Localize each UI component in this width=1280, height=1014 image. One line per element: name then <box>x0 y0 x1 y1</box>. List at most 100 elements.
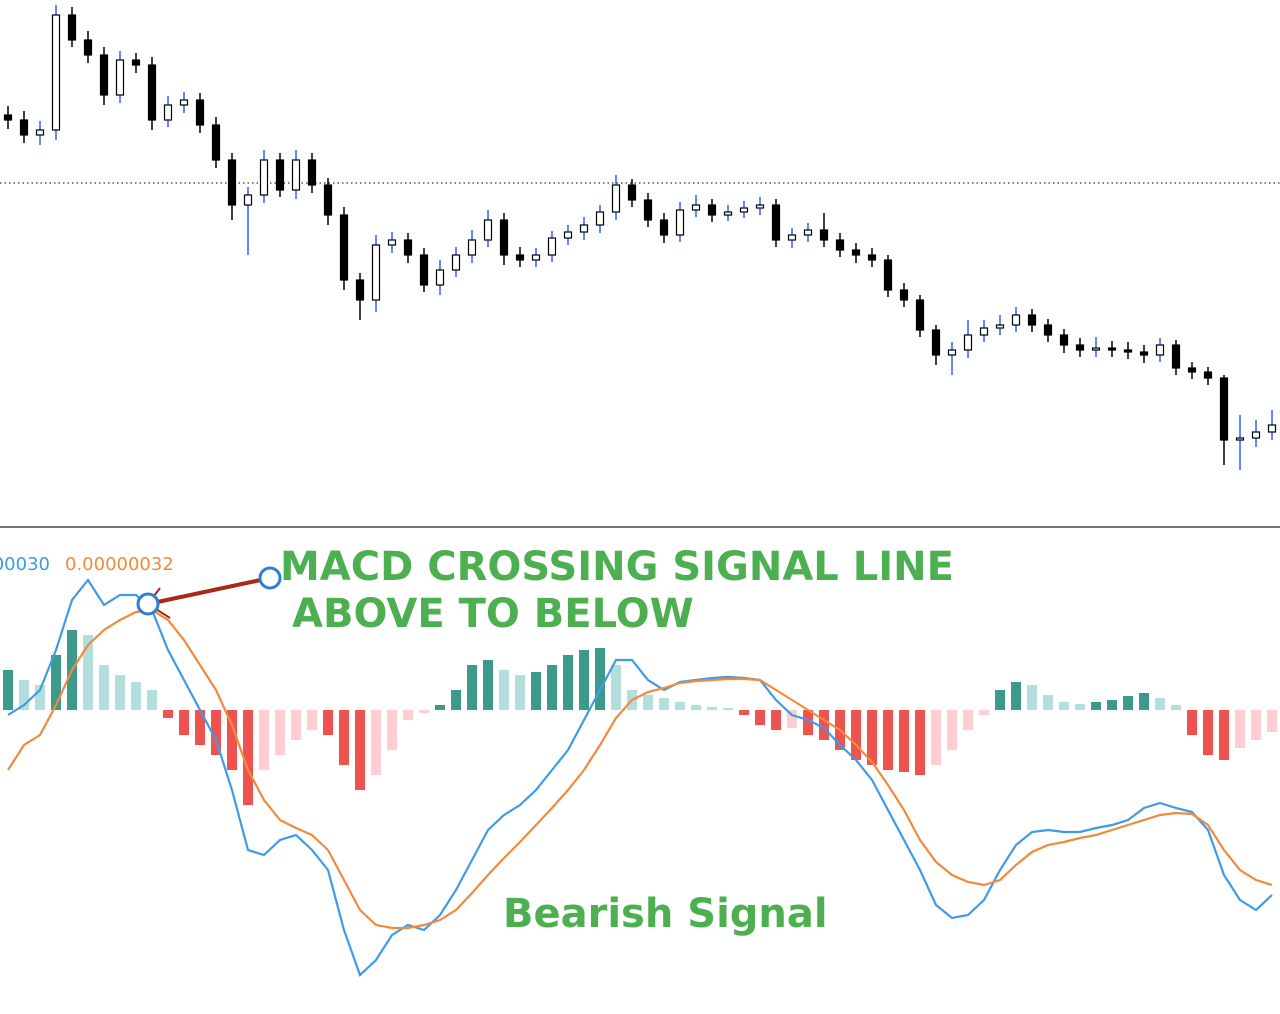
histogram-bar <box>1043 695 1053 710</box>
candle-body <box>659 219 669 236</box>
candle-body <box>1267 424 1277 433</box>
histogram-bar <box>691 705 701 710</box>
histogram-bar <box>547 665 557 710</box>
value-label: 0.00000030 <box>0 554 50 575</box>
histogram-bar <box>1267 710 1277 732</box>
candle-body <box>147 64 157 121</box>
histogram-bar <box>19 680 29 710</box>
histogram-bar <box>1235 710 1245 748</box>
candle-body <box>675 209 685 236</box>
candle-body <box>739 207 749 213</box>
candle-body <box>259 159 269 196</box>
histogram-bar <box>467 665 477 710</box>
candle-body <box>1027 314 1037 326</box>
histogram-bar <box>771 710 781 730</box>
histogram-bar <box>163 710 173 718</box>
histogram-bar <box>595 648 605 710</box>
histogram-bar <box>659 698 669 710</box>
candle-body <box>547 237 557 256</box>
candle-body <box>19 119 29 136</box>
histogram-bar <box>675 702 685 710</box>
annotation-text: Bearish Signal <box>503 891 828 937</box>
candle-body <box>387 239 397 246</box>
histogram-bar <box>723 708 733 710</box>
candle-body <box>227 159 237 206</box>
histogram-bar <box>851 710 861 760</box>
candle-body <box>723 211 733 216</box>
candle-body <box>243 194 253 206</box>
histogram-bar <box>51 655 61 710</box>
candle-body <box>419 254 429 286</box>
candle-body <box>691 204 701 211</box>
candle-body <box>403 239 413 256</box>
candle-body <box>339 214 349 281</box>
histogram-bar <box>1203 710 1213 755</box>
candle-body <box>1075 344 1085 351</box>
histogram-bar <box>35 685 45 710</box>
candle-body <box>195 99 205 126</box>
histogram-bar <box>819 710 829 740</box>
histogram-bar <box>227 710 237 770</box>
histogram-bar <box>1059 702 1069 710</box>
candle-body <box>803 229 813 236</box>
candle-panel <box>0 5 1280 470</box>
candle-body <box>355 279 365 301</box>
candle-body <box>1251 431 1261 439</box>
histogram-bar <box>1187 710 1197 735</box>
candle-body <box>307 159 317 186</box>
candle-body <box>1171 344 1181 369</box>
histogram-bar <box>899 710 909 772</box>
candle-body <box>915 299 925 331</box>
candle-body <box>35 129 45 136</box>
candle-body <box>835 239 845 251</box>
candle-body <box>963 334 973 351</box>
candle-body <box>611 184 621 213</box>
histogram-bar <box>211 710 221 755</box>
histogram-bar <box>1219 710 1229 760</box>
histogram-bar <box>787 710 797 728</box>
candle-body <box>515 254 525 261</box>
histogram-bar <box>995 690 1005 710</box>
histogram-bar <box>931 710 941 765</box>
histogram-bar <box>1155 698 1165 710</box>
histogram-bar <box>963 710 973 730</box>
histogram-bar <box>387 710 397 750</box>
histogram-bar <box>611 665 621 710</box>
histogram-bar <box>291 710 301 740</box>
histogram-bar <box>803 710 813 735</box>
histogram-bar <box>195 710 205 745</box>
candle-body <box>131 59 141 66</box>
histogram-bar <box>867 710 877 765</box>
candle-body <box>51 14 61 131</box>
histogram-bar <box>131 682 141 710</box>
candle-body <box>291 159 301 191</box>
candle-body <box>1123 349 1133 353</box>
histogram-bar <box>1171 705 1181 710</box>
histogram-bar <box>1139 693 1149 710</box>
candle-body <box>947 349 957 356</box>
histogram-bar <box>915 710 925 775</box>
candle-body <box>851 249 861 256</box>
histogram-bar <box>707 707 717 710</box>
macd-panel: 0.00000030 0.00000032 <box>0 554 1277 977</box>
histogram-bar <box>275 710 285 755</box>
candle-body <box>371 244 381 301</box>
histogram-bar <box>339 710 349 765</box>
candle-body <box>531 254 541 261</box>
histogram-bar <box>1011 682 1021 710</box>
candle-body <box>275 159 285 191</box>
histogram-bar <box>579 650 589 710</box>
histogram-bar <box>979 710 989 715</box>
histogram-bar <box>483 660 493 710</box>
histogram-bar <box>403 710 413 720</box>
histogram-bar <box>739 710 749 715</box>
candle-body <box>979 327 989 336</box>
candle-body <box>1139 351 1149 356</box>
histogram-bar <box>419 710 429 713</box>
candle-body <box>1155 344 1165 356</box>
histogram-bar <box>259 710 269 770</box>
candle-body <box>1107 347 1117 351</box>
